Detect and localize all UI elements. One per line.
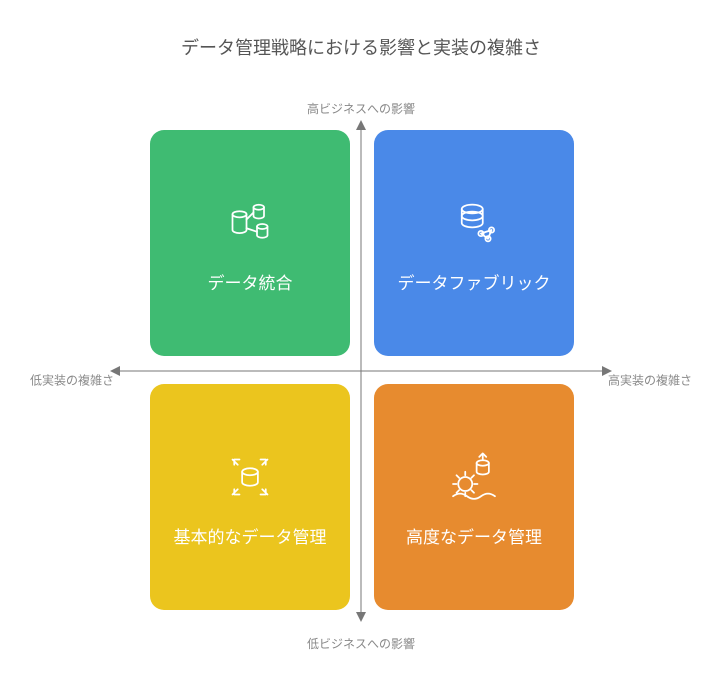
axis-label-left: 低実装の複雑さ	[30, 372, 114, 389]
axis-label-right: 高実装の複雑さ	[608, 372, 692, 389]
quadrant-top-left: データ統合	[150, 130, 350, 356]
quadrant-label: データ統合	[208, 273, 293, 296]
quadrant-top-right: データファブリック	[374, 130, 574, 356]
data-fabric-icon	[442, 191, 506, 255]
basic-data-mgmt-icon	[218, 445, 282, 509]
quadrant-chart: 高ビジネスへの影響 低ビジネスへの影響 低実装の複雑さ 高実装の複雑さ	[0, 100, 722, 660]
axis-label-bottom: 低ビジネスへの影響	[307, 635, 415, 652]
quadrant-bottom-left: 基本的なデータ管理	[150, 384, 350, 610]
quadrant-label: 高度なデータ管理	[406, 527, 542, 550]
quadrant-label: データファブリック	[398, 273, 551, 296]
quadrant-label: 基本的なデータ管理	[174, 527, 327, 550]
advanced-data-mgmt-icon	[442, 445, 506, 509]
data-integration-icon	[218, 191, 282, 255]
axis-label-top: 高ビジネスへの影響	[307, 100, 415, 117]
quadrant-bottom-right: 高度なデータ管理	[374, 384, 574, 610]
page-title: データ管理戦略における影響と実装の複雑さ	[181, 34, 541, 60]
quadrants-grid: データ統合 データファブリック	[150, 130, 574, 610]
